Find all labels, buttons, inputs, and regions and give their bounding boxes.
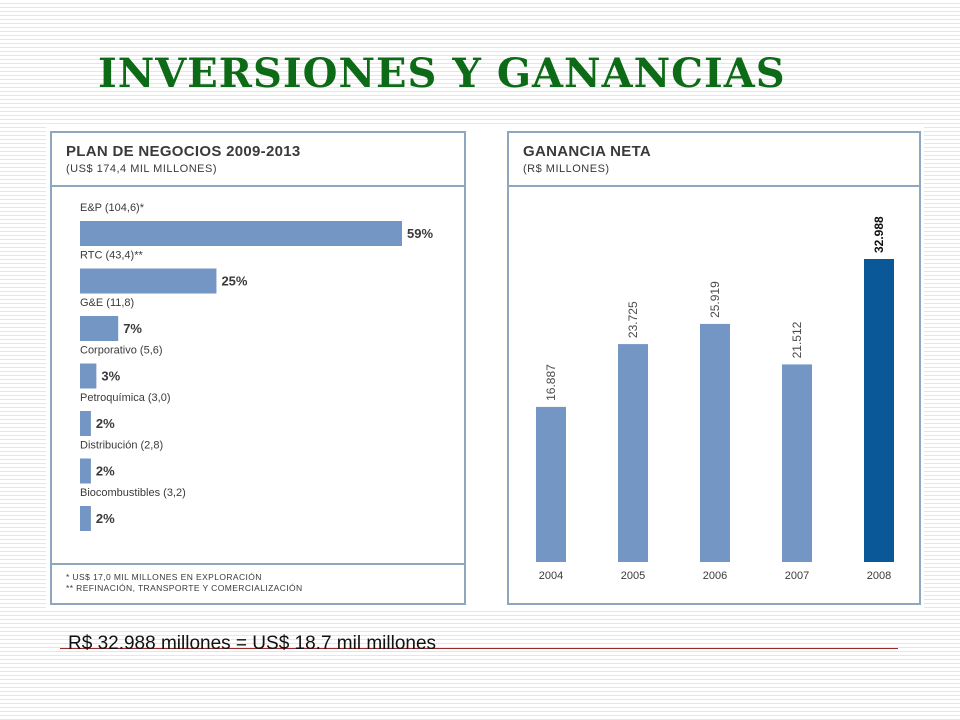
- plan-bar: [80, 363, 97, 389]
- ganancia-chart-title: GANANCIA NETA: [523, 143, 652, 160]
- ganancia-bar-chart: 16.887 2004 23.725 2005 25.919 2006 21.512 2007…: [536, 216, 894, 582]
- plan-value-label: 2%: [96, 464, 115, 479]
- footnote-rtc: ** REFINACIÓN, TRANSPORTE Y COMERCIALIZA…: [66, 583, 303, 593]
- ganancia-value-label: 25.919: [708, 281, 722, 318]
- ganancia-year-label: 2008: [867, 570, 891, 582]
- plan-value-label: 25%: [221, 274, 247, 289]
- plan-value-label: 3%: [101, 369, 120, 384]
- panel-plan-header: PLAN DE NEGOCIOS 2009-2013 (US$ 174,4 MI…: [52, 133, 464, 187]
- ganancia-value-label: 23.725: [626, 301, 640, 338]
- plan-bar: [80, 316, 119, 341]
- plan-bar-chart: E&P (104,6)* 59% RTC (43,4)** 25% G&E (11,8)…: [80, 202, 433, 531]
- ganancia-value-label: 32.988: [872, 216, 886, 253]
- ganancia-bar: [536, 406, 566, 562]
- plan-value-label: 7%: [123, 321, 142, 336]
- plan-bar: [80, 458, 91, 484]
- plan-category-label: G&E (11,8): [80, 297, 134, 309]
- panel-plan-de-negocios: PLAN DE NEGOCIOS 2009-2013 (US$ 174,4 MI…: [50, 131, 466, 605]
- ganancia-year-label: 2004: [539, 570, 563, 582]
- ganancia-value-label: 21.512: [790, 321, 804, 358]
- ganancia-year-label: 2006: [703, 570, 727, 582]
- ganancia-bar: [864, 259, 894, 562]
- plan-value-label: 2%: [96, 511, 115, 526]
- ganancia-bar: [618, 344, 648, 562]
- plan-category-label: Corporativo (5,6): [80, 345, 163, 357]
- plan-bar: [80, 411, 91, 436]
- plan-category-label: RTC (43,4)**: [80, 250, 143, 262]
- ganancia-bar: [782, 364, 812, 562]
- ganancia-year-label: 2007: [785, 570, 809, 582]
- plan-chart-title: PLAN DE NEGOCIOS 2009-2013: [66, 143, 301, 160]
- plan-chart-subtitle: (US$ 174,4 MIL MILLONES): [66, 163, 217, 175]
- panel-ganancia-header: GANANCIA NETA (R$ MILLONES): [509, 133, 919, 187]
- plan-bar: [80, 221, 402, 246]
- ganancia-chart-subtitle: (R$ MILLONES): [523, 163, 610, 175]
- conversion-note: R$ 32.988 millones = US$ 18.7 mil millon…: [68, 633, 437, 654]
- plan-bar: [80, 268, 217, 294]
- infographic-figure: PLAN DE NEGOCIOS 2009-2013 (US$ 174,4 MI…: [46, 127, 924, 609]
- ganancia-year-label: 2005: [621, 570, 645, 582]
- slide-title: INVERSIONES Y GANANCIAS: [98, 50, 786, 97]
- ganancia-value-label: 16.887: [544, 364, 558, 401]
- ganancia-bar: [700, 323, 730, 562]
- plan-category-label: Petroquímica (3,0): [80, 392, 170, 404]
- footnote-exploracion: * US$ 17,0 MIL MILLONES EN EXPLORACIÓN: [66, 572, 262, 582]
- plan-category-label: E&P (104,6)*: [80, 202, 145, 214]
- plan-value-label: 2%: [96, 416, 115, 431]
- plan-category-label: Biocombustibles (3,2): [80, 487, 186, 499]
- panel-ganancia-neta: GANANCIA NETA (R$ MILLONES) 16.887 2004 23…: [507, 131, 921, 605]
- note-underline: [60, 648, 898, 649]
- plan-bar: [80, 506, 91, 531]
- plan-value-label: 59%: [407, 226, 433, 241]
- plan-footnotes: * US$ 17,0 MIL MILLONES EN EXPLORACIÓN *…: [52, 563, 464, 603]
- plan-category-label: Distribución (2,8): [80, 440, 163, 452]
